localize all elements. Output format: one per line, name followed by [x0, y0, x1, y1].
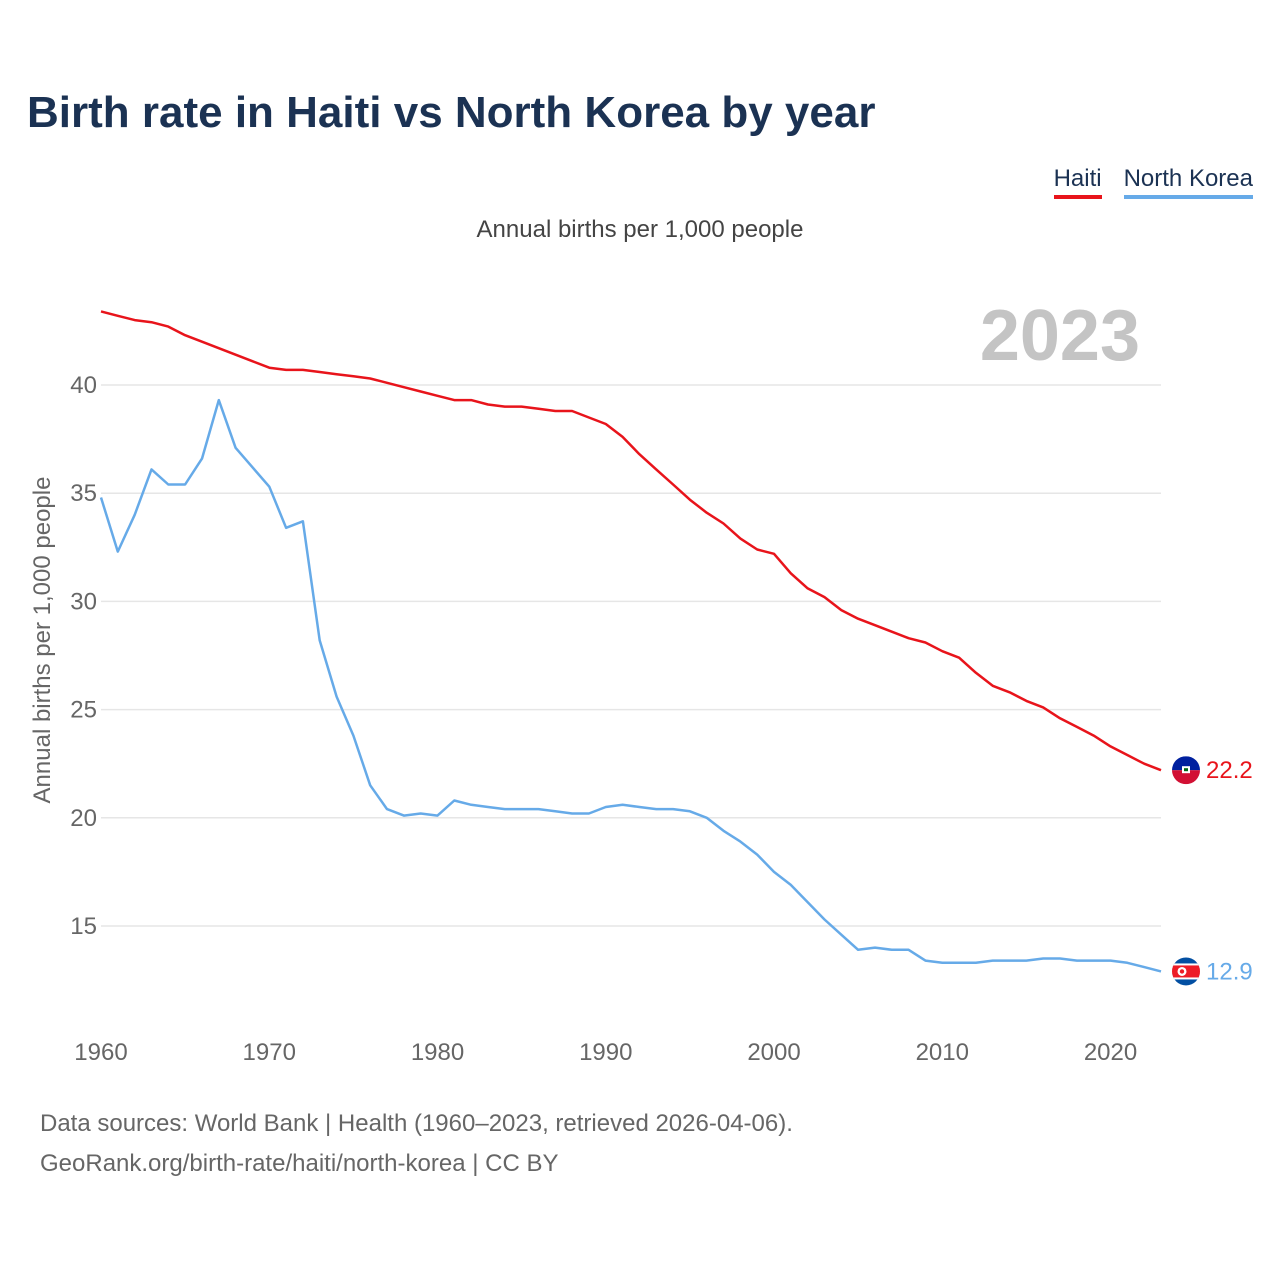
x-tick-label: 1990 — [579, 1039, 632, 1066]
legend-item-north-korea[interactable]: North Korea — [1123, 165, 1253, 199]
x-tick-label: 2020 — [1084, 1039, 1137, 1066]
x-tick-label: 1960 — [74, 1039, 127, 1066]
y-tick-label: 25 — [70, 697, 97, 724]
series-line-haiti[interactable] — [100, 310, 1162, 772]
legend: Haiti North Korea — [1053, 165, 1253, 199]
x-tick-label: 2010 — [916, 1039, 969, 1066]
x-tick-label: 2000 — [747, 1039, 800, 1066]
y-tick-label: 15 — [70, 913, 97, 940]
end-markers: 22.2 12.9 — [1172, 756, 1253, 986]
footer: Data sources: World Bank | Health (1960–… — [40, 1104, 793, 1184]
source-url[interactable]: GeoRank.org/birth-rate/haiti/north-korea… — [40, 1150, 559, 1177]
series-group — [99, 310, 1162, 973]
y-axis-label: Annual births per 1,000 people — [29, 477, 56, 804]
y-axis-ticks: 15 20 25 30 35 40 — [70, 372, 97, 940]
chart-subtitle: Annual births per 1,000 people — [476, 216, 804, 243]
year-label: 2023 — [980, 296, 1140, 376]
gridlines — [101, 384, 1161, 927]
y-tick-label: 20 — [70, 805, 97, 832]
y-tick-label: 35 — [70, 480, 97, 507]
y-tick-label: 30 — [70, 588, 97, 615]
x-tick-label: 1970 — [243, 1039, 296, 1066]
y-tick-label: 40 — [70, 372, 97, 399]
data-source-note: Data sources: World Bank | Health (1960–… — [40, 1110, 793, 1137]
series-line-north-korea[interactable] — [99, 398, 1162, 973]
end-label-north-korea: 12.9 — [1206, 958, 1253, 985]
legend-item-haiti[interactable]: Haiti — [1053, 165, 1102, 199]
haiti-flag-icon — [1172, 756, 1200, 785]
x-axis-ticks: 1960 1970 1980 1990 2000 2010 2020 — [74, 1039, 1137, 1066]
x-tick-label: 1980 — [411, 1039, 464, 1066]
end-label-haiti: 22.2 — [1206, 757, 1253, 784]
chart-title: Birth rate in Haiti vs North Korea by ye… — [27, 88, 876, 137]
north-korea-flag-icon — [1172, 957, 1200, 986]
